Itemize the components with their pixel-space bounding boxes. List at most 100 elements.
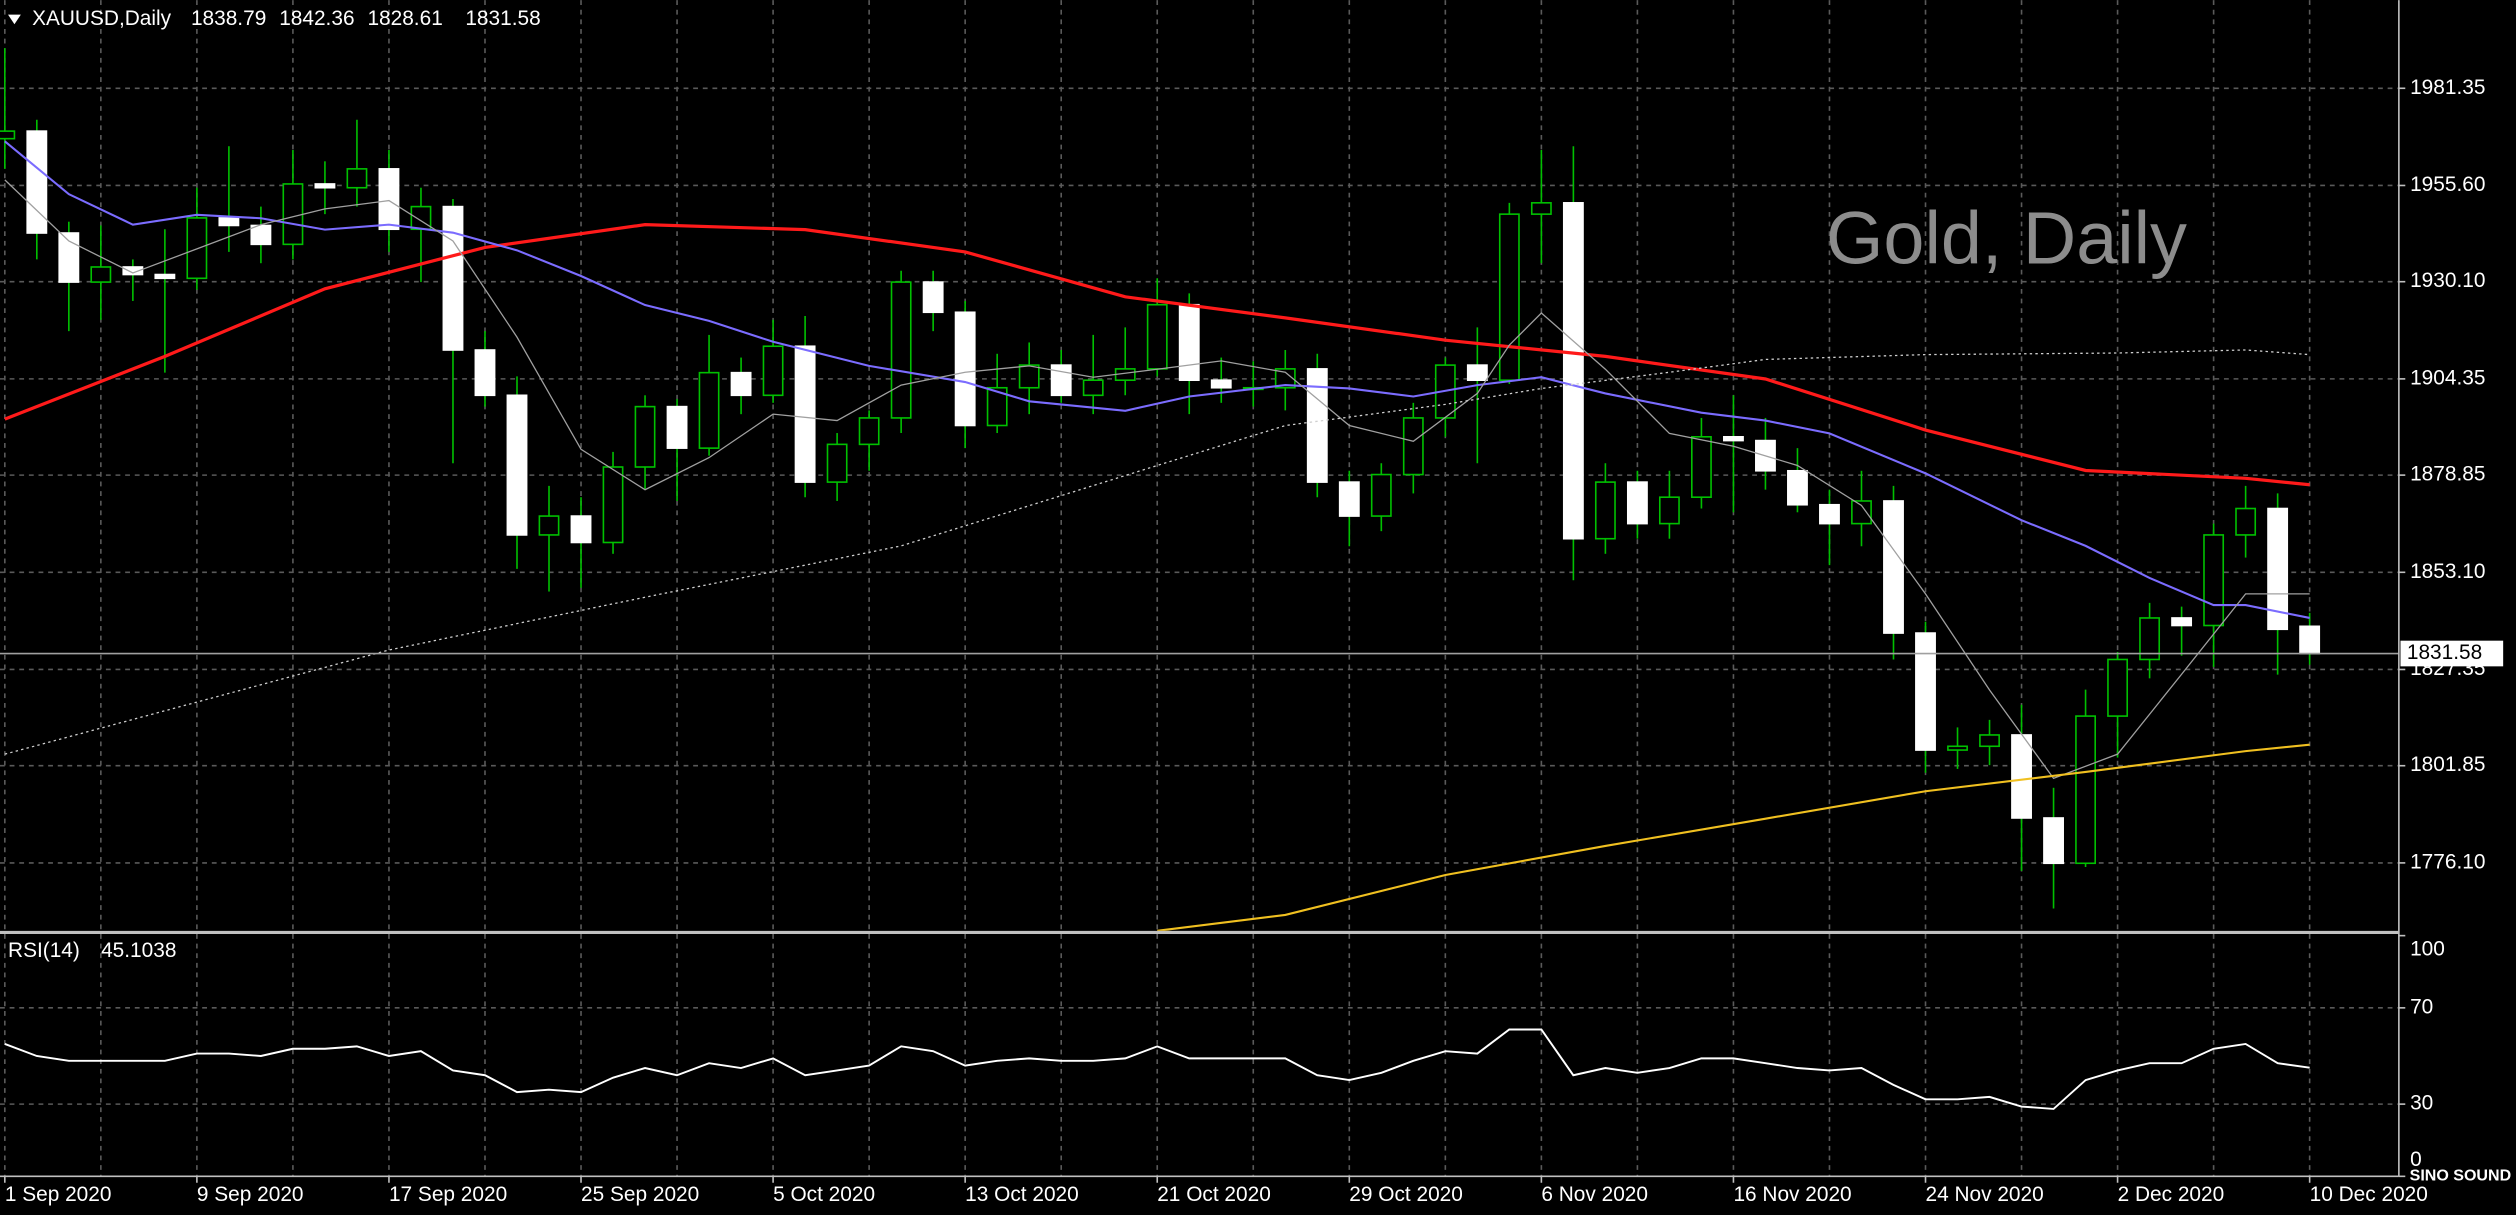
candle-body	[0, 130, 16, 140]
moving-average	[4, 223, 2310, 487]
candle-body	[1146, 303, 1168, 370]
y-tick-label: 1955.60	[2410, 173, 2485, 196]
candle-body	[858, 417, 880, 446]
moving-average	[4, 349, 2310, 755]
candle-body	[1370, 473, 1392, 517]
candle-body	[762, 345, 784, 397]
candle-body	[634, 405, 656, 468]
y-tick-label: 1878.85	[2410, 463, 2485, 486]
candle-body	[1819, 503, 1840, 525]
candle-body	[2267, 507, 2289, 631]
candle-body	[282, 183, 304, 246]
x-tick-label: 21 Oct 2020	[1157, 1183, 1271, 1206]
candle-body	[1178, 303, 1200, 382]
candle-body	[1690, 436, 1712, 498]
x-tick-label: 2 Dec 2020	[2118, 1183, 2225, 1206]
close-value: 1831.58	[465, 7, 540, 30]
candle-body	[2235, 507, 2257, 536]
candle-body	[1050, 364, 1072, 397]
x-tick-label: 10 Dec 2020	[2310, 1183, 2428, 1206]
candle-body	[1466, 364, 1488, 382]
candle-body	[2299, 625, 2321, 655]
candle-body	[474, 349, 496, 397]
candle-body	[186, 217, 208, 280]
candle-body	[1274, 368, 1296, 389]
x-tick-label: 9 Sep 2020	[197, 1183, 304, 1206]
x-tick-label: 16 Nov 2020	[1733, 1183, 1851, 1206]
candle-body	[1723, 436, 1744, 442]
candle-body	[1883, 500, 1904, 634]
candle-body	[1562, 202, 1584, 540]
x-tick-label: 6 Nov 2020	[1541, 1183, 1648, 1206]
candle-body	[410, 205, 432, 231]
x-tick-label: 29 Oct 2020	[1349, 1183, 1463, 1206]
candle-body	[2203, 534, 2225, 627]
candle-body	[2011, 734, 2032, 819]
candle-body	[1402, 417, 1424, 476]
open-value: 1838.79	[191, 7, 266, 30]
candle-body	[90, 266, 112, 283]
candle-body	[218, 217, 240, 227]
y-tick-label: 1853.10	[2410, 560, 2485, 583]
candle-body	[602, 466, 624, 544]
candle-body	[346, 168, 368, 189]
candle-body	[2171, 617, 2193, 627]
candle-body	[2043, 817, 2064, 865]
logo: SINO SOUND	[2410, 1167, 2512, 1185]
candle-body	[1658, 496, 1680, 525]
candle-body	[986, 386, 1008, 427]
moving-average	[4, 179, 2310, 780]
rsi-tick-label: 30	[2410, 1092, 2433, 1115]
candle-body	[538, 515, 560, 536]
moving-average	[1157, 743, 2310, 931]
candle-body	[1082, 379, 1104, 397]
candle-body	[1338, 481, 1360, 517]
candle-body	[666, 405, 688, 449]
rsi-tick-label: 70	[2410, 995, 2433, 1018]
candle-body	[1306, 368, 1328, 483]
x-tick-label: 5 Oct 2020	[773, 1183, 875, 1206]
candle-body	[922, 281, 944, 314]
symbol: XAUUSD,Daily	[32, 7, 172, 30]
candle-body	[314, 183, 336, 189]
candle-body	[442, 205, 464, 351]
y-tick-label: 1930.10	[2410, 269, 2485, 292]
candle-body	[698, 371, 720, 449]
rsi-line	[4, 1028, 2310, 1110]
watermark: Gold, Daily	[1826, 197, 2187, 280]
candle-body	[794, 345, 816, 483]
candle-body	[826, 443, 848, 483]
candle-body	[1979, 734, 2000, 748]
x-tick-label: 17 Sep 2020	[389, 1183, 507, 1206]
x-tick-label: 13 Oct 2020	[965, 1183, 1079, 1206]
candle-body	[506, 394, 528, 536]
grid	[0, 0, 2399, 1177]
plot-area	[0, 48, 2399, 931]
candle-body	[570, 515, 592, 544]
header: XAUUSD,Daily 1838.79 1842.36 1828.61 183…	[8, 7, 2511, 1185]
candle-body	[2139, 617, 2161, 661]
candle-body	[250, 224, 272, 246]
candle-body	[1915, 632, 1936, 751]
candle-body	[1787, 469, 1808, 506]
y-tick-label: 1776.10	[2410, 850, 2485, 873]
last-price-box	[2400, 640, 2504, 667]
rsi-name: RSI(14)	[8, 939, 80, 962]
candle-body	[1018, 364, 1040, 389]
candle-body	[890, 281, 912, 419]
x-tick-label: 25 Sep 2020	[581, 1183, 699, 1206]
candle-body	[154, 273, 176, 280]
candle-body	[58, 232, 80, 283]
candle-body	[26, 130, 48, 234]
candle-body	[2075, 715, 2096, 865]
candle-body	[1947, 745, 1968, 751]
y-tick-label: 1801.85	[2410, 753, 2485, 776]
candle-body	[1851, 500, 1872, 525]
rsi-panel	[0, 1007, 2399, 1110]
rsi-tick-label: 100	[2410, 938, 2445, 961]
low-value: 1828.61	[367, 7, 442, 30]
rsi-tick-label: 0	[2410, 1148, 2422, 1171]
